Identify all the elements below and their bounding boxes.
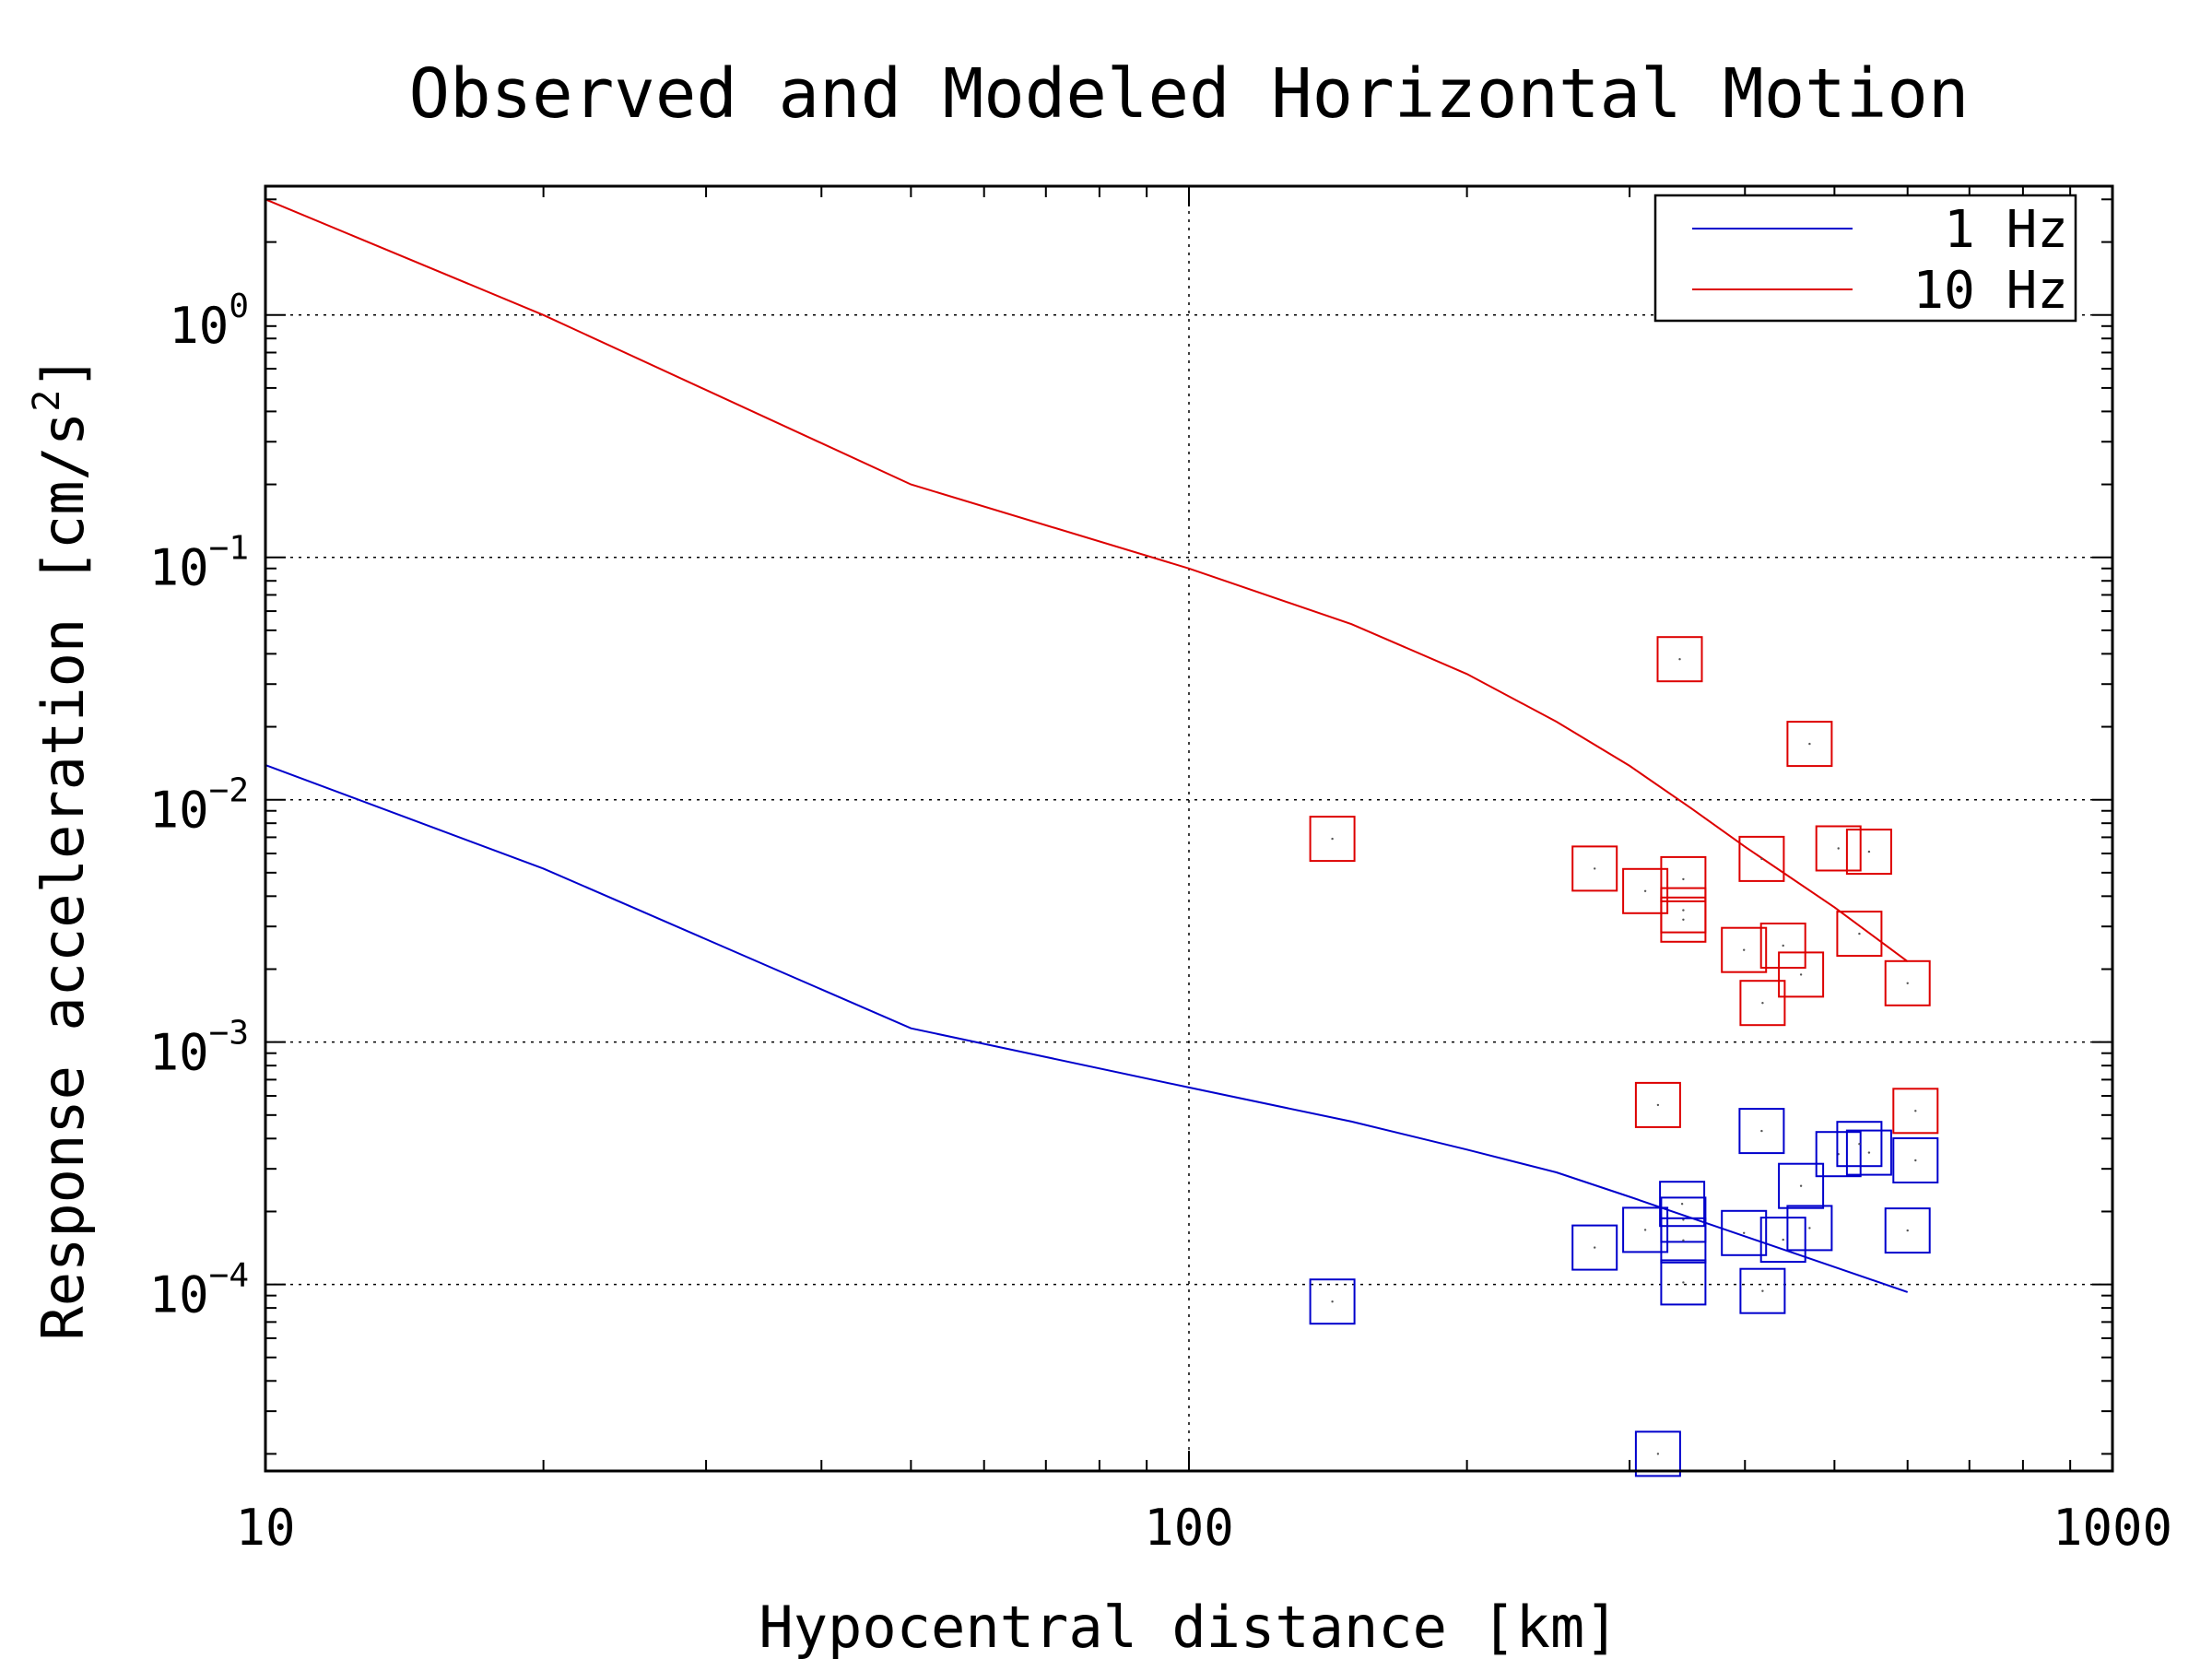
observed-point-center: [1799, 973, 1803, 976]
observed-point-10hz: [1845, 829, 1892, 876]
observed-point-1hz: [1309, 1278, 1356, 1325]
y-axis-label-superscript: 2: [26, 390, 68, 412]
observed-point-1hz: [1739, 1267, 1786, 1314]
observed-point-10hz: [1622, 867, 1669, 914]
observed-point-1hz: [1634, 1430, 1681, 1477]
observed-point-10hz: [1660, 855, 1707, 902]
observed-point-1hz: [1721, 1209, 1768, 1256]
y-axis-label: Response acceleration [cm/s2]: [26, 355, 97, 1340]
observed-point-center: [1867, 850, 1871, 853]
observed-point-1hz: [1759, 1217, 1806, 1264]
observed-point-center: [1837, 847, 1840, 850]
y-axis-label-text: Response acceleration [cm/s: [29, 412, 97, 1341]
observed-point-10hz: [1721, 926, 1768, 973]
observed-point-center: [1906, 1229, 1909, 1232]
observed-point-center: [1760, 857, 1763, 861]
observed-point-10hz: [1309, 816, 1356, 863]
x-tick-labels: 10 100 1000: [235, 1499, 2172, 1557]
observed-point-center: [1782, 944, 1784, 947]
observed-point-center: [1799, 1184, 1803, 1187]
y-tick-label: 10−2: [149, 772, 249, 840]
model-line-1hz: [265, 764, 1909, 1293]
observed-point-center: [1808, 1227, 1811, 1230]
observed-point-center: [1808, 742, 1811, 746]
observed-point-1hz: [1845, 1129, 1892, 1176]
model-line-10hz: [265, 198, 1909, 963]
observed-point-center: [1594, 867, 1596, 870]
y-tick-labels: 100 10−1 10−2 10−3 10−4: [149, 288, 249, 1324]
observed-point-center: [1678, 658, 1681, 661]
observed-point-center: [1743, 948, 1746, 951]
grid: [265, 186, 2112, 1471]
observed-point-center: [1867, 1151, 1871, 1154]
observed-point-center: [1682, 877, 1685, 881]
legend-box: [1653, 194, 2077, 323]
x-tick-label: 100: [1144, 1499, 1234, 1557]
observed-point-center: [1743, 1231, 1746, 1235]
observed-point-center: [1906, 982, 1909, 985]
observed-point-10hz: [1571, 845, 1618, 892]
observed-point-center: [1682, 909, 1685, 912]
legend-label-10hz: 10 Hz: [1912, 261, 2068, 321]
observed-point-center: [1761, 1289, 1764, 1292]
chart-title: Observed and Modeled Horizontal Motion: [409, 54, 1970, 134]
observed-point-1hz: [1738, 1108, 1785, 1155]
observed-point-center: [1680, 1203, 1684, 1206]
observed-point-center: [1643, 1229, 1647, 1231]
observed-point-1hz: [1778, 1162, 1825, 1209]
observed-point-center: [1594, 1246, 1596, 1249]
observed-point-center: [1782, 1238, 1784, 1241]
observed-point-center: [1643, 889, 1647, 892]
y-tick-label: 100: [169, 288, 249, 355]
ticks: [265, 186, 2113, 1471]
observed-point-10hz: [1786, 721, 1833, 768]
observed-point-center: [1682, 1281, 1685, 1284]
observed-point-1hz: [1815, 1131, 1862, 1178]
x-tick-label: 10: [235, 1499, 295, 1557]
observed-point-10hz: [1892, 1088, 1939, 1135]
y-tick-label: 10−4: [149, 1257, 249, 1324]
observed-point-center: [1914, 1159, 1917, 1162]
y-axis-label-close: ]: [29, 355, 97, 389]
x-axis-label: Hypocentral distance [km]: [759, 1594, 1618, 1659]
observed-point-10hz: [1778, 951, 1825, 998]
observed-point-10hz: [1759, 923, 1806, 969]
observed-point-center: [1331, 1300, 1334, 1303]
observed-point-10hz: [1634, 1081, 1681, 1128]
observed-point-1hz: [1659, 1181, 1706, 1228]
observed-point-center: [1914, 1110, 1917, 1112]
observed-point-1hz: [1884, 1207, 1931, 1254]
observed-point-1hz: [1571, 1224, 1618, 1271]
observed-point-1hz: [1786, 1205, 1833, 1252]
y-tick-label: 10−3: [149, 1015, 249, 1082]
observed-point-1hz: [1622, 1206, 1669, 1253]
observed-point-10hz: [1660, 896, 1707, 943]
observed-point-center: [1656, 1453, 1660, 1455]
legend: 1 Hz 10 Hz: [1653, 194, 2077, 323]
observed-point-10hz: [1738, 835, 1785, 882]
observed-point-1hz: [1836, 1121, 1883, 1168]
observed-point-10hz: [1884, 959, 1931, 1006]
observed-point-center: [1761, 1002, 1764, 1005]
y-tick-label: 10−1: [149, 530, 249, 597]
x-tick-label: 1000: [2053, 1499, 2172, 1557]
legend-label-1hz: 1 Hz: [1944, 200, 2068, 260]
observed-point-center: [1682, 1239, 1685, 1242]
observed-point-center: [1331, 837, 1334, 841]
observed-point-1hz: [1660, 1217, 1707, 1264]
observed-point-center: [1682, 918, 1685, 921]
observed-point-1hz: [1660, 1259, 1707, 1306]
observed-point-10hz: [1656, 636, 1703, 683]
observed-point-10hz: [1815, 825, 1862, 872]
observed-point-center: [1760, 1129, 1763, 1133]
observed-point-center: [1858, 932, 1861, 935]
observed-point-center: [1858, 1143, 1861, 1146]
series-layer: [265, 198, 1939, 1477]
observed-point-10hz: [1836, 911, 1883, 958]
observed-point-center: [1656, 1103, 1660, 1107]
observed-point-10hz: [1739, 980, 1786, 1027]
observed-point-1hz: [1892, 1137, 1939, 1183]
